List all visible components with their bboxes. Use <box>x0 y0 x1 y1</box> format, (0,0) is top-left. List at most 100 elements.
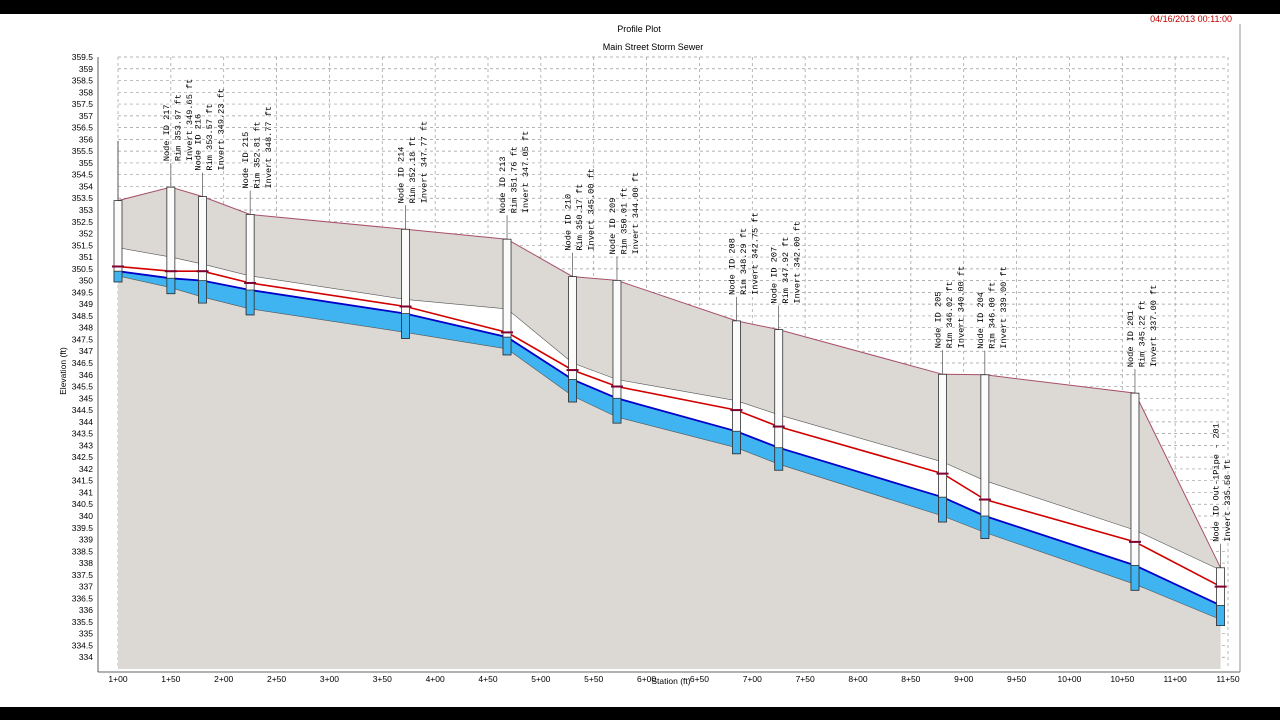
y-tick-label: 354 <box>79 181 93 191</box>
node-label-text: Invert 349.23 ft <box>217 88 227 171</box>
node-label-text: Rim 350.01 ft <box>619 187 629 254</box>
y-tick-label: 358 <box>79 87 93 97</box>
y-tick-label: 343.5 <box>72 429 94 439</box>
profile-plot-window: Profile Plot Main Street Storm Sewer 04/… <box>0 14 1280 707</box>
y-tick-label: 349.5 <box>72 287 94 297</box>
x-tick-label: 10+50 <box>1110 674 1134 684</box>
manhole-water <box>980 515 990 539</box>
y-tick-label: 344.5 <box>72 405 94 415</box>
y-tick-label: 335.5 <box>72 617 94 627</box>
y-tick-label: 347 <box>79 346 93 356</box>
x-tick-label: 10+00 <box>1057 674 1081 684</box>
x-axis-label: Station (ft) <box>651 676 690 686</box>
node-label-text: Invert 342.00 ft <box>793 221 803 304</box>
node-label-text: Rim 346.00 ft <box>987 282 997 349</box>
node-label-text: Node ID 209 <box>608 198 618 255</box>
manhole-water <box>1216 605 1225 626</box>
x-tick-label: 2+50 <box>267 674 286 684</box>
node-label-text: Invert 342.75 ft <box>750 212 760 295</box>
x-tick-label: 5+50 <box>584 674 603 684</box>
y-axis-label: Elevation (ft) <box>58 347 68 395</box>
y-tick-label: 336 <box>79 605 93 615</box>
node-label-text: Invert 339.00 ft <box>999 266 1009 349</box>
x-tick-label: 8+50 <box>901 674 920 684</box>
manhole-water <box>938 496 947 523</box>
x-tick-label: 7+50 <box>796 674 815 684</box>
manhole-water <box>401 313 410 339</box>
y-tick-label: 348.5 <box>72 311 94 321</box>
node-label-text: Rim 347.92 ft <box>781 237 791 304</box>
node-label-text: Rim 345.22 ft <box>1137 300 1147 367</box>
node-labels: Node ID 217 Rim 353.97 ft Invert 349.65 ft… <box>162 79 1233 568</box>
x-tick-label: 6+50 <box>690 674 709 684</box>
node-label-text: Invert 348.77 ft <box>264 106 274 189</box>
manhole-water <box>568 379 577 403</box>
y-tick-label: 340 <box>79 511 93 521</box>
node-label-text: Node ID 213 <box>498 156 508 213</box>
x-tick-label: 11+50 <box>1216 674 1240 684</box>
manhole-water <box>732 430 741 455</box>
x-tick-label: 11+00 <box>1164 674 1188 684</box>
x-tick-label: 7+00 <box>743 674 762 684</box>
node-label-text: Rim 351.76 ft <box>510 146 520 213</box>
y-tick-label: 356.5 <box>72 123 94 133</box>
y-tick-label: 342.5 <box>72 452 94 462</box>
y-tick-label: 343 <box>79 440 93 450</box>
pipe-invert-line <box>117 275 1221 620</box>
manhole-structure <box>980 374 990 539</box>
y-tick-label: 357.5 <box>72 99 94 109</box>
node-label-text: Node ID 207 <box>770 247 780 304</box>
chart-title: Profile Plot <box>617 24 661 34</box>
y-tick-label: 345.5 <box>72 382 94 392</box>
y-tick-label: 355.5 <box>72 146 94 156</box>
y-tick-label: 334.5 <box>72 640 94 650</box>
node-label-text: Node ID 208 <box>727 238 737 295</box>
node-label-text: Node ID 216 <box>194 114 204 171</box>
x-tick-label: 9+00 <box>954 674 973 684</box>
y-tick-label: 341.5 <box>72 476 94 486</box>
y-tick-label: 350.5 <box>72 264 94 274</box>
water-surface-line <box>117 270 1221 607</box>
y-tick-label: 338.5 <box>72 546 94 556</box>
node-label-text: Invert 347.77 ft <box>420 121 430 204</box>
y-tick-label: 356 <box>79 134 93 144</box>
timestamp-label: 04/16/2013 00:11:00 <box>1150 14 1232 24</box>
node-label-text: Node ID 210 <box>564 194 574 251</box>
profile-plot-chart: Profile Plot Main Street Storm Sewer 04/… <box>58 14 1241 686</box>
y-tick-label: 353 <box>79 205 93 215</box>
y-tick-label: 351 <box>79 252 93 262</box>
y-tick-label: 335 <box>79 629 93 639</box>
node-label-text: Invert 337.00 ft <box>1149 285 1159 368</box>
manhole-water <box>612 397 622 424</box>
x-tick-label: 3+50 <box>373 674 392 684</box>
y-tick-label: 344 <box>79 417 93 427</box>
node-label-text: Node ID 214 <box>397 147 407 204</box>
y-tick-label: 358.5 <box>72 76 94 86</box>
manhole-water <box>113 270 123 283</box>
node-label-text: Rim 352.18 ft <box>408 136 418 203</box>
node-label-text: Node ID 201 <box>1126 310 1136 367</box>
manhole-structure <box>1130 392 1140 591</box>
x-tick-label: 5+00 <box>531 674 550 684</box>
node-label-text: Invert 349.65 ft <box>185 79 195 162</box>
y-tick-label: 352 <box>79 229 93 239</box>
y-tick-label: 355 <box>79 158 93 168</box>
node-label-text: Node ID 215 <box>241 132 251 189</box>
y-tick-label: 346 <box>79 370 93 380</box>
node-label-text: Node ID Out-1Pipe - 201 <box>1212 423 1222 542</box>
x-tick-label: 4+50 <box>478 674 497 684</box>
node-label-text: Node ID 205 <box>934 292 944 349</box>
profile-lines <box>117 186 1222 620</box>
y-tick-label: 348 <box>79 323 93 333</box>
hgl-line <box>117 265 1221 588</box>
manhole-structure <box>166 186 176 295</box>
x-tick-label: 9+50 <box>1007 674 1026 684</box>
y-tick-label: 359.5 <box>72 52 94 62</box>
node-label-text: Rim 348.29 ft <box>739 228 749 295</box>
manhole-water <box>198 280 207 304</box>
node-label-text: Rim 353.97 ft <box>173 94 183 161</box>
y-tick-label: 349 <box>79 299 93 309</box>
y-tick-label: 337 <box>79 582 93 592</box>
x-tick-label: 1+50 <box>161 674 180 684</box>
y-tick-label: 352.5 <box>72 217 94 227</box>
